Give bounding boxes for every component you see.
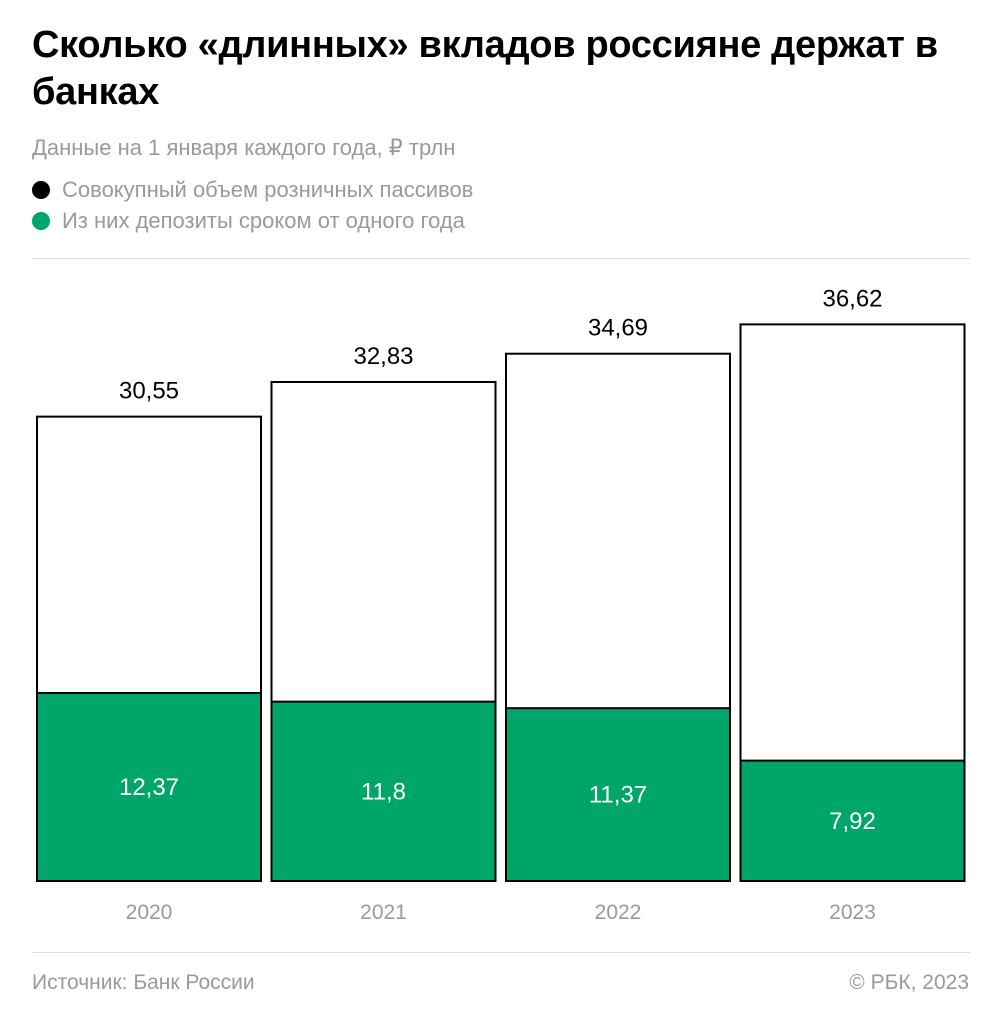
divider-top bbox=[32, 258, 970, 259]
value-label-deposits-2022: 11,37 bbox=[589, 782, 647, 809]
value-label-total-2020: 30,55 bbox=[119, 378, 179, 405]
source-note: Источник: Банк России bbox=[32, 971, 255, 994]
bar-deposits-2022 bbox=[505, 707, 731, 883]
value-label-deposits-2021: 11,8 bbox=[361, 778, 406, 805]
category-label-2022: 2022 bbox=[595, 901, 642, 924]
value-label-total-2023: 36,62 bbox=[822, 285, 882, 312]
copyright: © РБК, 2023 bbox=[849, 971, 969, 994]
legend-item-deposits: Из них депозиты сроком от одного года bbox=[32, 205, 473, 236]
legend-label-total: Совокупный объем розничных пассивов bbox=[62, 176, 474, 202]
value-label-deposits-2023: 7,92 bbox=[829, 808, 876, 835]
bar-deposits-2023 bbox=[739, 759, 966, 883]
value-label-total-2022: 34,69 bbox=[588, 315, 648, 342]
legend-label-deposits: Из них депозиты сроком от одного года bbox=[62, 207, 465, 233]
legend-dot-black bbox=[32, 180, 50, 199]
legend-dot-green bbox=[32, 211, 50, 230]
chart-title: Сколько «длинных» вкладов россияне держа… bbox=[32, 24, 938, 113]
value-label-total-2021: 32,83 bbox=[353, 343, 413, 370]
bar-deposits-2021 bbox=[270, 700, 497, 883]
legend-item-total: Совокупный объем розничных пассивов bbox=[32, 174, 473, 205]
legend: Совокупный объем розничных пассивов Из н… bbox=[32, 174, 473, 236]
category-label-2021: 2021 bbox=[360, 901, 407, 924]
value-label-deposits-2020: 12,37 bbox=[119, 774, 179, 801]
category-label-2023: 2023 bbox=[829, 901, 876, 924]
divider-bottom bbox=[32, 952, 970, 953]
bar-deposits-2020 bbox=[36, 691, 262, 883]
chart-subtitle: Данные на 1 января каждого года, ₽ трлн bbox=[32, 135, 456, 160]
category-label-2020: 2020 bbox=[126, 901, 173, 924]
